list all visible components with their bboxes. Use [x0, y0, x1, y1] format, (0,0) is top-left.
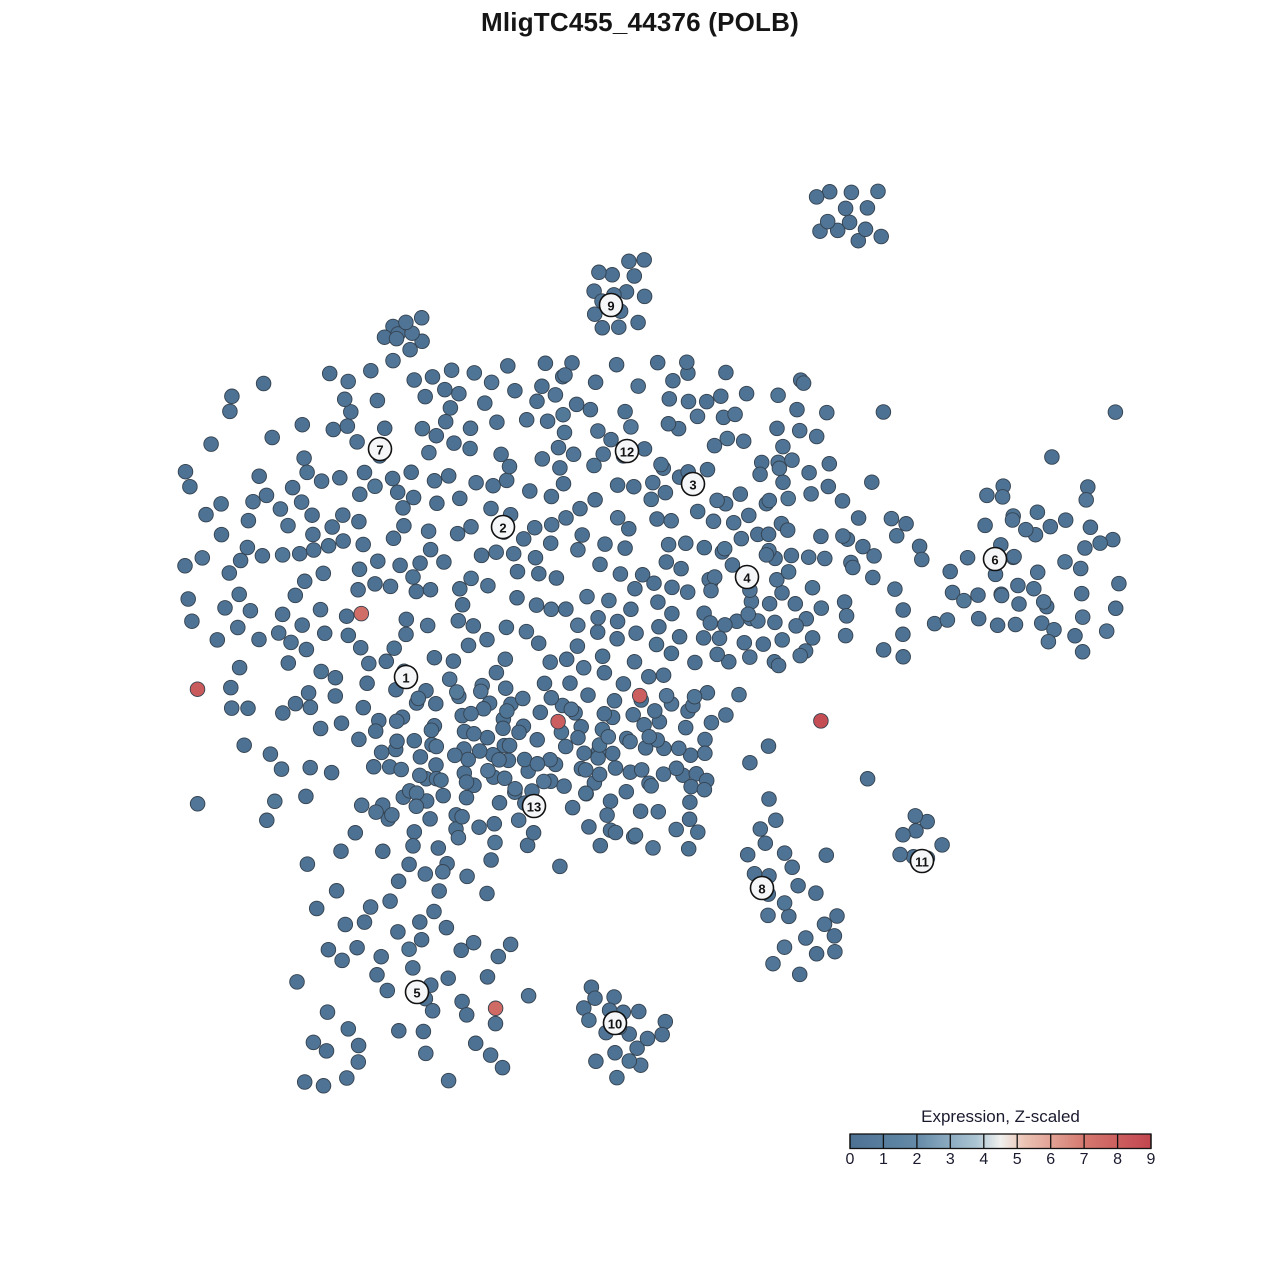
svg-text:5: 5: [1013, 1151, 1022, 1168]
svg-text:8: 8: [758, 882, 765, 897]
svg-text:10: 10: [608, 1017, 622, 1032]
svg-text:3: 3: [946, 1151, 955, 1168]
svg-text:9: 9: [1147, 1151, 1156, 1168]
svg-text:13: 13: [527, 800, 541, 815]
svg-text:11: 11: [915, 855, 929, 870]
svg-text:12: 12: [620, 445, 634, 460]
svg-text:7: 7: [376, 443, 383, 458]
svg-text:6: 6: [1046, 1151, 1055, 1168]
svg-text:5: 5: [413, 986, 420, 1001]
svg-text:8: 8: [1113, 1151, 1122, 1168]
svg-text:2: 2: [912, 1151, 921, 1168]
svg-text:1: 1: [879, 1151, 888, 1168]
svg-text:4: 4: [743, 571, 751, 586]
svg-text:3: 3: [689, 478, 696, 493]
svg-text:2: 2: [499, 521, 506, 536]
svg-text:Expression, Z-scaled: Expression, Z-scaled: [921, 1107, 1080, 1126]
svg-text:9: 9: [607, 299, 614, 314]
svg-text:0: 0: [846, 1151, 855, 1168]
svg-text:1: 1: [402, 671, 409, 686]
svg-text:4: 4: [979, 1151, 988, 1168]
svg-text:6: 6: [991, 553, 998, 568]
svg-text:7: 7: [1080, 1151, 1089, 1168]
